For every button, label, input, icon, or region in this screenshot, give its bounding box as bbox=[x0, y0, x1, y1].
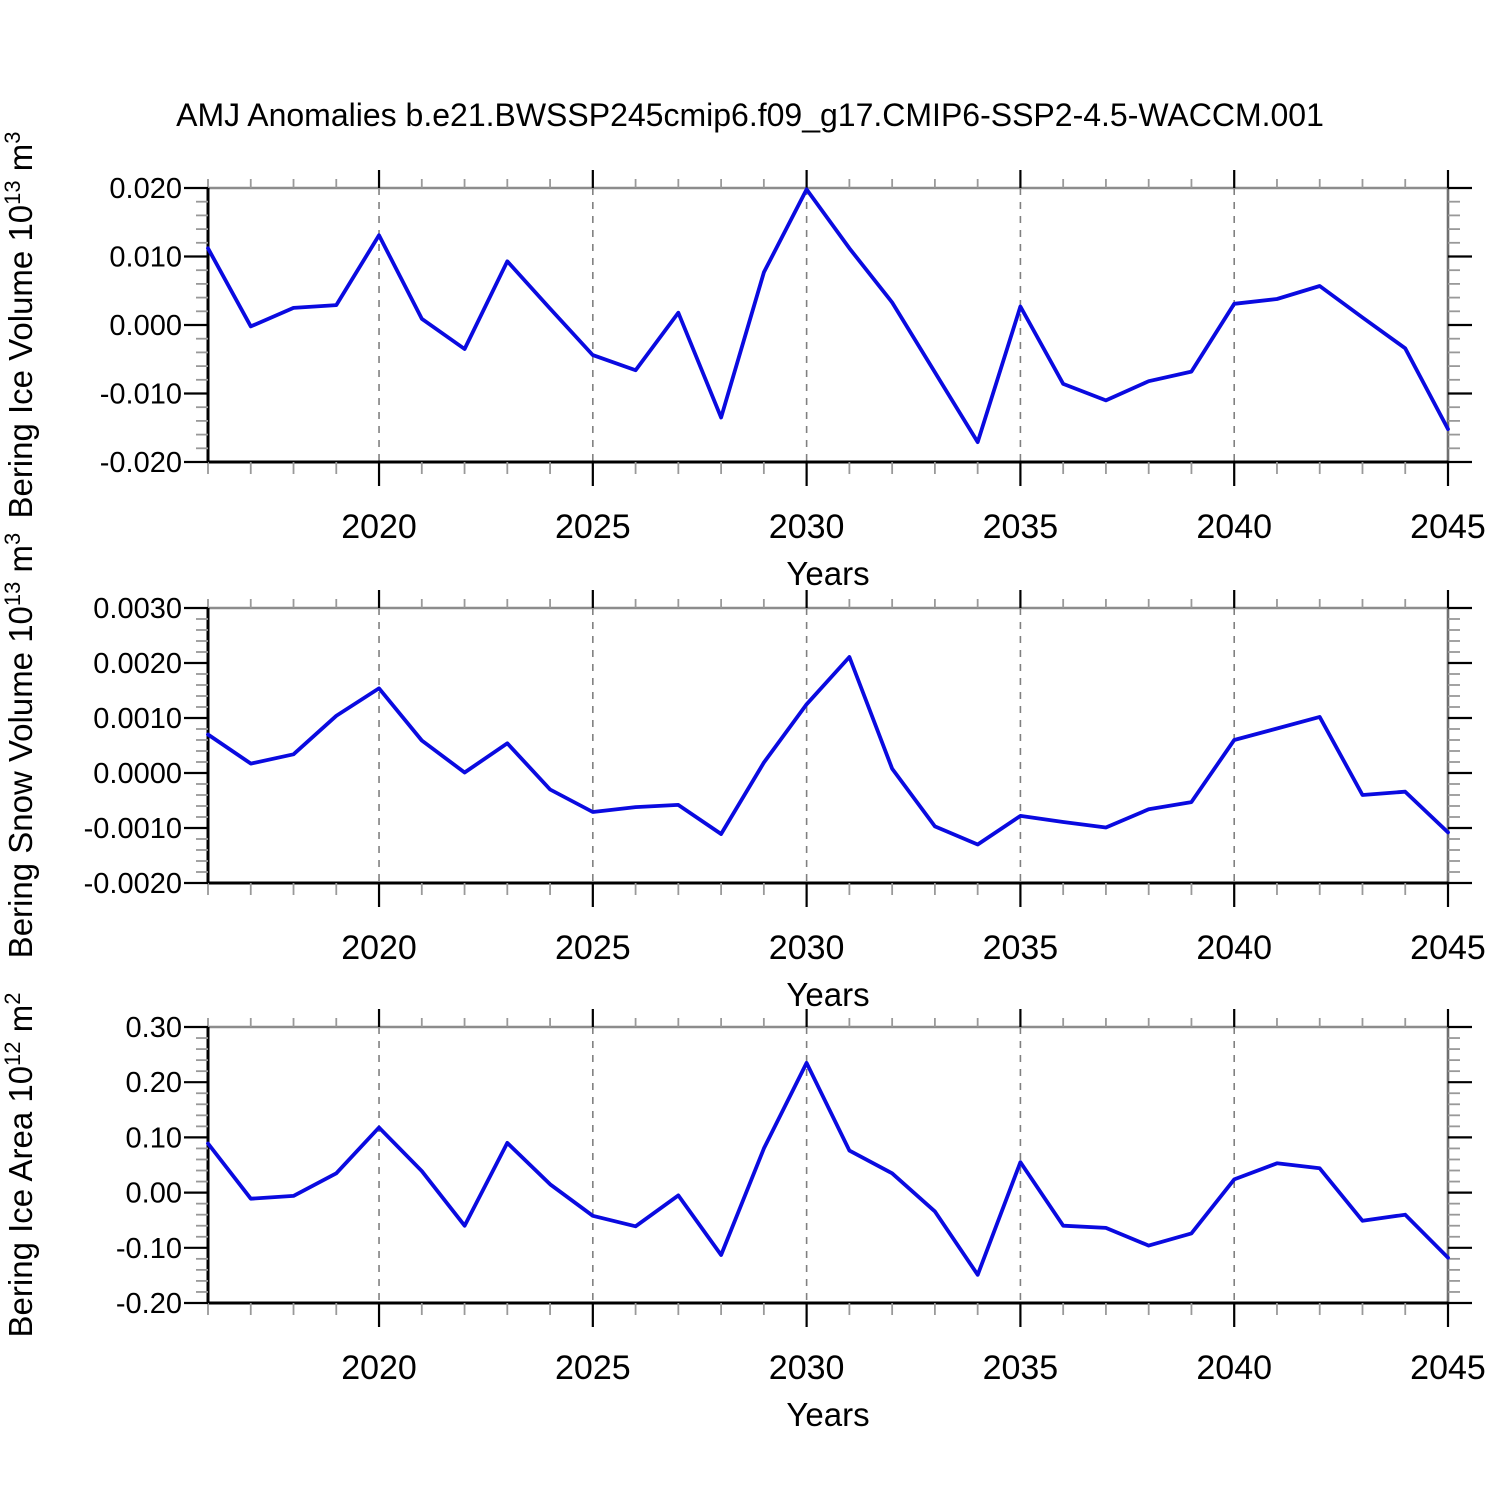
x-tick-label: 2025 bbox=[555, 1349, 631, 1387]
y-tick-label: 0.10 bbox=[126, 1122, 182, 1154]
y-axis-title: Bering Ice Volume 1013​ m3​ bbox=[0, 131, 39, 518]
y-tick-label: 0.0030 bbox=[93, 593, 182, 625]
bering-ice-volume-line bbox=[206, 187, 1450, 445]
y-tick-label: -0.0020 bbox=[84, 868, 182, 900]
bering-ice-area-line bbox=[206, 1061, 1450, 1277]
x-tick-label: 2045 bbox=[1410, 929, 1486, 967]
y-tick-label: -0.020 bbox=[100, 447, 182, 479]
x-tick-label: 2030 bbox=[769, 1349, 845, 1387]
y-tick-label: 0.010 bbox=[109, 242, 182, 274]
y-axis-title: Bering Snow Volume 1013​ m3​ bbox=[0, 533, 39, 959]
x-tick-label: 2025 bbox=[555, 508, 631, 546]
bering-snow-volume-line bbox=[206, 655, 1450, 847]
panel-bering-snow-volume: 0.0030 0.0020 0.0010 0.0000 -0.0010 -0.0020 20… bbox=[0, 533, 1486, 1013]
x-tick-label: 2045 bbox=[1410, 1349, 1486, 1387]
x-tick-label: 2020 bbox=[341, 508, 417, 546]
y-tick-label: -0.010 bbox=[100, 379, 182, 411]
x-tick-label: 2030 bbox=[769, 508, 845, 546]
y-axis-title: Bering Ice Area 1012​ m2​ bbox=[0, 993, 39, 1338]
y-tick-label: 0.20 bbox=[126, 1067, 182, 1099]
y-tick-label: 0.0000 bbox=[93, 758, 182, 790]
panel-bering-ice-volume: 0.020 0.010 0.000 -0.010 -0.020 2020 2025 2030 2… bbox=[0, 131, 1486, 592]
x-tick-label: 2040 bbox=[1196, 508, 1272, 546]
y-tick-label: 0.0010 bbox=[93, 703, 182, 735]
y-tick-label: 0.00 bbox=[126, 1178, 182, 1210]
y-tick-label: 0.30 bbox=[126, 1012, 182, 1044]
y-tick-label: -0.10 bbox=[116, 1233, 182, 1265]
panel-bering-ice-area: 0.30 0.20 0.10 0.00 -0.10 -0.20 2020 2025 2030 20… bbox=[0, 993, 1486, 1433]
x-tick-label: 2045 bbox=[1410, 508, 1486, 546]
chart-title: AMJ Anomalies b.e21.BWSSP245cmip6.f09_g1… bbox=[176, 97, 1324, 133]
x-tick-label: 2020 bbox=[341, 1349, 417, 1387]
x-tick-label: 2025 bbox=[555, 929, 631, 967]
x-tick-label: 2035 bbox=[983, 508, 1059, 546]
x-axis-title: Years bbox=[786, 555, 869, 592]
x-axis-title: Years bbox=[786, 976, 869, 1013]
x-tick-label: 2040 bbox=[1196, 929, 1272, 967]
x-tick-label: 2040 bbox=[1196, 1349, 1272, 1387]
y-tick-label: -0.0010 bbox=[84, 813, 182, 845]
y-tick-label: -0.20 bbox=[116, 1288, 182, 1320]
y-tick-label: 0.000 bbox=[109, 310, 182, 342]
y-tick-label: 0.020 bbox=[109, 173, 182, 205]
x-tick-label: 2020 bbox=[341, 929, 417, 967]
y-tick-label: 0.0020 bbox=[93, 648, 182, 680]
x-tick-label: 2035 bbox=[983, 1349, 1059, 1387]
x-tick-label: 2030 bbox=[769, 929, 845, 967]
x-axis-title: Years bbox=[786, 1396, 869, 1433]
x-tick-label: 2035 bbox=[983, 929, 1059, 967]
